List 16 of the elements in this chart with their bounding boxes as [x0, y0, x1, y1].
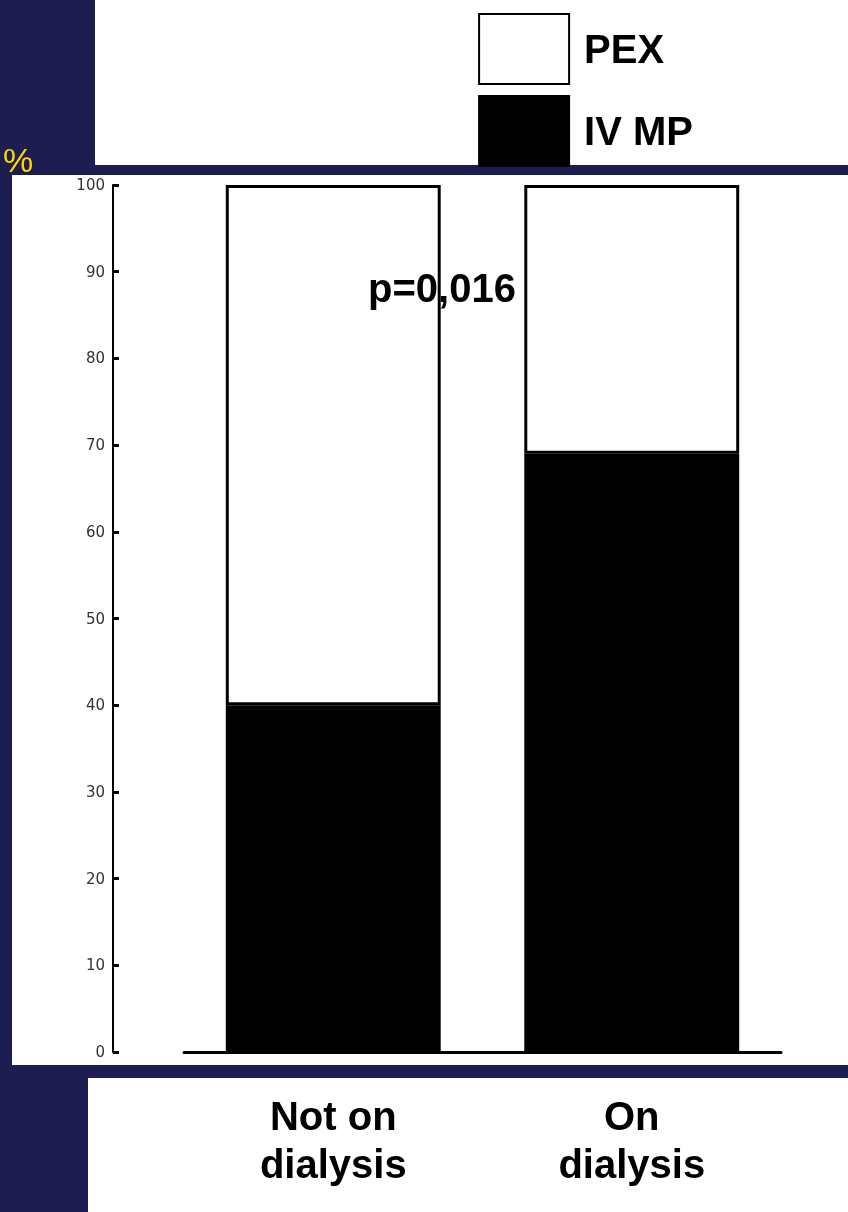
y-tick-label: 30 [85, 782, 105, 801]
y-tick-label: 60 [85, 522, 105, 541]
x-tick-label: On dialysis [558, 1094, 706, 1186]
y-tick-label: 80 [85, 349, 105, 368]
y-tick-label: 40 [85, 696, 105, 715]
y-tick-label: 20 [85, 869, 105, 888]
legend-label: PEX [584, 27, 665, 71]
legend-label: IV MP [584, 109, 693, 153]
y-tick-label: 10 [85, 956, 105, 975]
y-axis-title: % [3, 141, 34, 179]
x-tick-label: Not on dialysis [259, 1094, 407, 1186]
y-tick-label: 90 [85, 262, 105, 281]
y-tick-label: 0 [95, 1043, 105, 1061]
y-tick-label: 100 [76, 176, 105, 194]
y-tick-label: 50 [85, 609, 105, 628]
y-tick-label: 70 [85, 436, 105, 455]
